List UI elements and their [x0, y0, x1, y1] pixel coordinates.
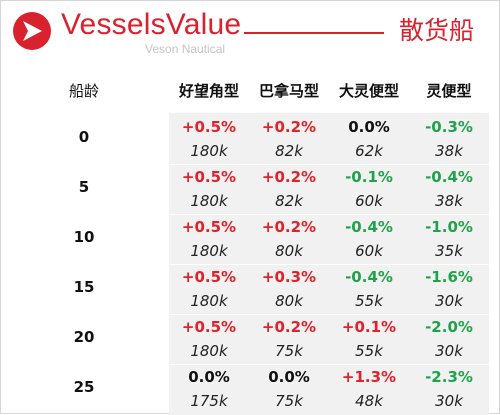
value-change-handysize: -0.4%	[425, 168, 473, 186]
value-change-panamax: 0.0%	[268, 368, 310, 386]
vesselsvalue-logo-icon	[13, 12, 51, 50]
vessel-size-handysize: 38k	[435, 192, 463, 210]
sub-brand: Veson Nautical	[145, 42, 226, 56]
value-change-supramax: +1.3%	[341, 368, 397, 386]
vessel-size-panamax: 75k	[275, 392, 303, 410]
vessel-size-capesize: 180k	[190, 342, 228, 360]
value-change-handysize: -2.0%	[425, 318, 473, 336]
vessel-size-panamax: 80k	[275, 292, 303, 310]
vessel-size-supramax: 60k	[355, 242, 383, 260]
value-change-supramax: -0.4%	[345, 218, 393, 236]
vessel-size-supramax: 48k	[355, 392, 383, 410]
age-label: 5	[78, 178, 90, 196]
value-change-supramax: -0.4%	[345, 268, 393, 286]
age-column-header: 船龄	[68, 82, 99, 100]
brand-name: VesselsValue	[61, 8, 242, 41]
age-label: 10	[73, 228, 95, 246]
vessel-size-panamax: 75k	[275, 342, 303, 360]
vessel-size-panamax: 82k	[275, 192, 303, 210]
value-change-capesize: +0.5%	[181, 118, 237, 136]
vessel-size-supramax: 60k	[355, 192, 383, 210]
value-change-panamax: +0.2%	[261, 168, 317, 186]
column-header-supramax: 大灵便型	[338, 82, 399, 100]
header: VesselsValue Veson Nautical 散货船	[1, 1, 500, 63]
vessel-size-capesize: 180k	[190, 192, 228, 210]
age-label: 25	[73, 378, 95, 396]
vessel-size-panamax: 82k	[275, 142, 303, 160]
value-change-handysize: -1.6%	[425, 268, 473, 286]
vessel-size-handysize: 30k	[435, 392, 463, 410]
value-change-panamax: +0.3%	[261, 268, 317, 286]
value-change-supramax: -0.1%	[345, 168, 393, 186]
value-change-capesize: +0.5%	[181, 218, 237, 236]
vessel-size-supramax: 62k	[355, 142, 383, 160]
value-change-panamax: +0.2%	[261, 118, 317, 136]
row-separator	[169, 314, 489, 315]
vessel-size-supramax: 55k	[355, 342, 383, 360]
vessel-size-capesize: 175k	[190, 392, 228, 410]
header-divider	[244, 32, 384, 34]
value-change-handysize: -2.3%	[425, 368, 473, 386]
category-title: 散货船	[399, 16, 475, 45]
row-separator	[169, 364, 489, 365]
vessel-size-handysize: 30k	[435, 342, 463, 360]
value-change-supramax: +0.1%	[341, 318, 397, 336]
age-label: 15	[73, 278, 95, 296]
column-header-handysize: 灵便型	[426, 82, 472, 100]
row-separator	[169, 214, 489, 215]
vessel-size-handysize: 38k	[435, 142, 463, 160]
row-separator	[169, 164, 489, 165]
row-separator	[169, 264, 489, 265]
vessel-size-handysize: 35k	[435, 242, 463, 260]
value-change-capesize: +0.5%	[181, 268, 237, 286]
vessel-size-handysize: 30k	[435, 292, 463, 310]
value-change-supramax: 0.0%	[348, 118, 390, 136]
value-change-capesize: +0.5%	[181, 318, 237, 336]
age-label: 0	[78, 128, 90, 146]
vessel-size-supramax: 55k	[355, 292, 383, 310]
age-label: 20	[73, 328, 95, 346]
vessel-size-panamax: 80k	[275, 242, 303, 260]
value-change-capesize: +0.5%	[181, 168, 237, 186]
vessel-size-capesize: 180k	[190, 242, 228, 260]
vessel-size-capesize: 180k	[190, 292, 228, 310]
vessel-size-capesize: 180k	[190, 142, 228, 160]
value-change-panamax: +0.2%	[261, 218, 317, 236]
value-change-capesize: 0.0%	[188, 368, 230, 386]
value-change-handysize: -1.0%	[425, 218, 473, 236]
value-change-panamax: +0.2%	[261, 318, 317, 336]
column-header-capesize: 好望角型	[178, 82, 239, 100]
value-change-handysize: -0.3%	[425, 118, 473, 136]
column-header-panamax: 巴拿马型	[258, 82, 319, 100]
